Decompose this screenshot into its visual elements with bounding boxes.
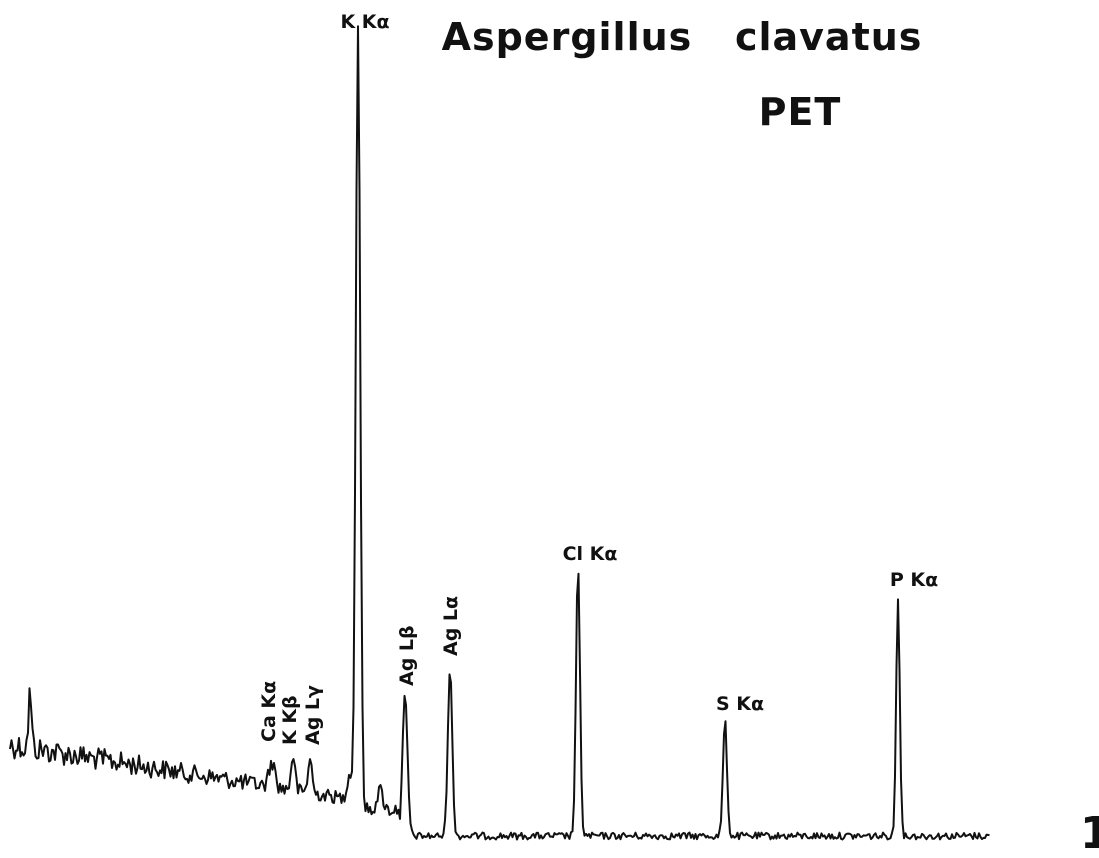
peak-label: Ag Lβ (396, 625, 418, 686)
peak-label: S Kα (716, 693, 764, 715)
peak-label: Ag Lα (440, 596, 462, 656)
peak-label: Cl Kα (563, 543, 618, 565)
corner-number: 1 (1080, 808, 1099, 858)
peak-label: K Kβ (279, 695, 301, 745)
peak-label: K Kα (340, 11, 389, 33)
subtitle: PET (759, 90, 842, 134)
peak-label: Ag Lγ (302, 685, 324, 745)
peak-label: Ca Kα (258, 681, 280, 742)
spectrum-line (9, 25, 990, 841)
title: Aspergillus clavatus (442, 15, 923, 59)
peak-label: P Kα (890, 569, 938, 591)
